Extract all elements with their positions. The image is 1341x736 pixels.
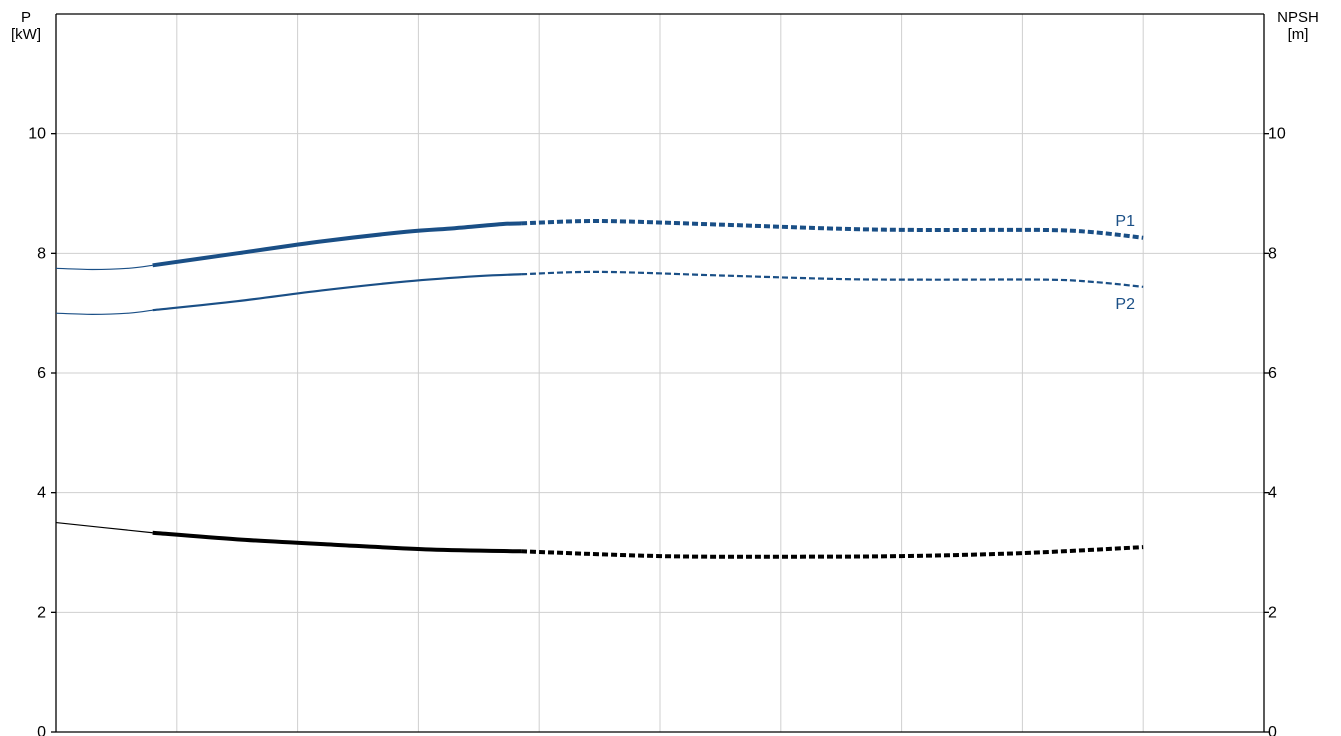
series-p1-dashed-line (521, 219, 1144, 240)
left-tick-label: 6 (37, 365, 46, 382)
right-axis-unit: [m] (1288, 26, 1309, 43)
right-tick-label: 0 (1268, 724, 1277, 736)
series-npsh-dashed-line (521, 545, 1144, 559)
series-p2-dashed-line (521, 270, 1144, 288)
grid (56, 14, 1264, 732)
left-tick-label: 8 (37, 245, 46, 262)
series-npsh-solid-line (152, 530, 522, 554)
series-p1-solid-line (152, 221, 522, 268)
series-p2-label: P2 (1115, 296, 1135, 313)
right-tick-label: 8 (1268, 245, 1277, 262)
right-axis-title: NPSH (1277, 9, 1319, 26)
series-p2-thin-line (55, 309, 153, 315)
right-tick-label: 10 (1268, 126, 1286, 143)
axes: P [kW] NPSH [m] 0 2 4 6 8 10 0 2 4 6 8 10 (11, 9, 1319, 736)
left-axis-unit: [kW] (11, 26, 41, 43)
left-axis-title: P (21, 9, 31, 26)
series-p2-solid-line (152, 273, 522, 312)
series-npsh-thin-line (55, 521, 153, 534)
series-p1-label: P1 (1115, 213, 1135, 230)
series-labels: P1 P2 (1115, 213, 1135, 313)
left-tick-label: 4 (37, 485, 46, 502)
series-p1-thin-line (55, 264, 153, 271)
right-tick-label: 2 (1268, 604, 1277, 621)
right-tick-label: 6 (1268, 365, 1277, 382)
left-tick-label: 2 (37, 604, 46, 621)
right-tick-label: 4 (1268, 485, 1277, 502)
left-tick-label: 0 (37, 724, 46, 736)
left-tick-label: 10 (28, 126, 46, 143)
series (55, 219, 1144, 559)
